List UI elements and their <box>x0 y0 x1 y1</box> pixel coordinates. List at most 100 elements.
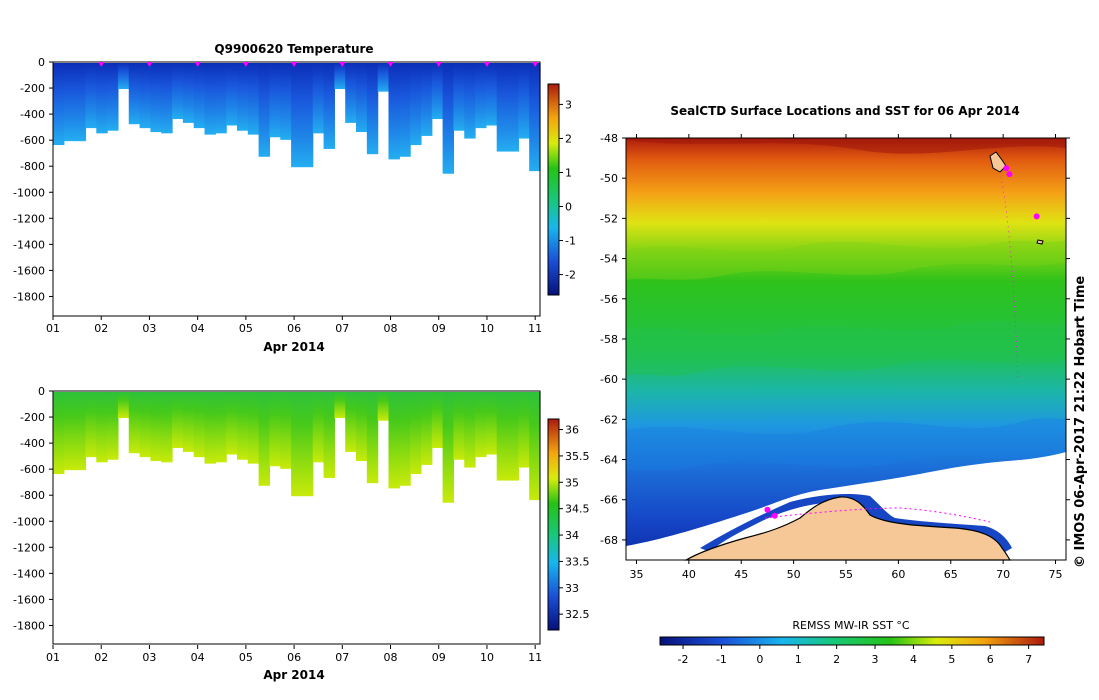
p2-profile-column <box>226 392 238 455</box>
p1-x-tick-label: 07 <box>335 322 349 335</box>
p1-cb-tick-label: 3 <box>565 98 572 111</box>
p1-profile-column <box>150 63 162 133</box>
heard-island <box>1036 239 1044 245</box>
p1-profile-column <box>356 63 368 133</box>
p1-x-tick-label: 11 <box>528 322 542 335</box>
p2-profile-column <box>96 392 108 463</box>
sealctd-location-point <box>764 506 771 513</box>
sealctd-location-point <box>1033 213 1040 220</box>
p2-profile-column <box>410 392 422 475</box>
p2-y-tick-label: -200 <box>20 411 45 424</box>
p1-x-tick-label: 03 <box>142 322 156 335</box>
sst-lon-tick-label: 40 <box>682 568 696 581</box>
salinity-x-ticks: 01 02 03 04 05 06 07 08 09 10 11 <box>46 645 542 664</box>
profile-day-marker <box>242 62 249 67</box>
p2-profile-column <box>247 392 260 464</box>
p1-profile-column <box>431 63 444 120</box>
p2-profile-column <box>269 392 281 467</box>
salinity-x-axis-label: Apr 2014 <box>263 668 324 682</box>
p2-y-tick-label: -400 <box>20 437 45 450</box>
p2-y-tick-label: -600 <box>20 463 45 476</box>
p1-profile-column <box>453 63 465 131</box>
sst-lon-tick-label: 35 <box>629 568 643 581</box>
sst-cb-tick-label: 6 <box>987 653 994 666</box>
p1-profile-column <box>53 63 65 146</box>
p1-profile-column <box>172 63 184 120</box>
p2-cb-tick-label: 32.5 <box>565 608 590 621</box>
p1-profile-column <box>280 63 292 140</box>
p2-cb-tick-label: 34.5 <box>565 503 590 516</box>
p1-cb-tick-label: -2 <box>565 269 576 282</box>
p2-profile-column <box>107 392 119 460</box>
p1-profile-column <box>139 63 151 129</box>
p2-profile-column <box>312 392 325 463</box>
p1-y-tick-label: -1200 <box>13 212 45 225</box>
salinity-panel: 0 -200 -400 -600 -800 -1000 -1200 -1400 -1600 -18… <box>13 385 589 682</box>
p2-profile-column <box>139 392 151 458</box>
p1-x-tick-label: 09 <box>432 322 446 335</box>
p1-profile-column <box>518 63 530 139</box>
p2-profile-column <box>464 392 476 468</box>
p2-x-tick-label: 09 <box>432 651 446 664</box>
p1-y-tick-label: -400 <box>20 108 45 121</box>
p1-profile-column <box>161 63 173 134</box>
sst-lat-tick-label: -68 <box>600 534 618 547</box>
p2-profile-column <box>366 392 379 484</box>
sealctd-location-point <box>1003 165 1010 172</box>
p1-profile-column <box>529 63 541 172</box>
sst-longitude-ticks: 35 40 45 50 55 60 65 70 75 <box>629 134 1063 581</box>
p2-profile-column <box>53 392 65 475</box>
sst-cb-tick-label: -2 <box>678 653 689 666</box>
temperature-panel: Q9900620 Temperature 0 -200 -400 -600 -800 -1… <box>13 42 576 354</box>
p2-profile-column <box>85 392 97 458</box>
p1-x-tick-label: 06 <box>287 322 301 335</box>
p1-profile-column <box>399 63 411 157</box>
sealctd-surface-locations <box>764 165 1040 519</box>
p2-x-tick-label: 08 <box>384 651 398 664</box>
temperature-profiles <box>53 63 541 174</box>
sst-lat-tick-label: -56 <box>600 293 618 306</box>
p2-profile-column <box>485 392 498 455</box>
p2-profile-column <box>507 392 519 481</box>
p2-x-tick-label: 02 <box>94 651 108 664</box>
p1-profile-column <box>291 63 303 168</box>
p2-cb-tick-label: 36 <box>565 424 579 437</box>
p1-profile-column <box>345 63 357 123</box>
p1-profile-column <box>85 63 97 129</box>
p2-profile-column <box>496 392 509 481</box>
sst-cb-tick-label: 1 <box>795 653 802 666</box>
p1-profile-column <box>377 63 390 92</box>
p1-x-tick-label: 02 <box>94 322 108 335</box>
p2-x-tick-label: 04 <box>191 651 205 664</box>
p1-y-tick-label: -1800 <box>13 290 45 303</box>
p1-x-tick-label: 05 <box>239 322 253 335</box>
salinity-profiles <box>53 392 541 503</box>
p2-x-tick-label: 01 <box>46 651 60 664</box>
p1-y-tick-label: -1400 <box>13 238 45 251</box>
p2-profile-column <box>518 392 530 468</box>
p2-cb-tick-label: 34 <box>565 529 579 542</box>
temperature-colorbar <box>547 83 560 296</box>
p2-profile-column <box>356 392 368 462</box>
p1-profile-column <box>269 63 281 138</box>
profile-day-marker <box>483 62 490 67</box>
copyright-footer: © IMOS 06-Apr-2017 21:22 Hobart Time <box>1073 276 1088 568</box>
p1-x-tick-label: 01 <box>46 322 60 335</box>
temperature-colorbar-ticks: 3 2 1 0 -1 -2 <box>559 98 576 282</box>
p1-x-tick-label: 04 <box>191 322 205 335</box>
sst-lat-tick-label: -62 <box>600 413 618 426</box>
sst-lon-tick-label: 70 <box>996 568 1010 581</box>
p1-profile-column <box>226 63 238 126</box>
sst-colorbar-ticks: -2 -1 0 1 2 3 4 5 6 7 <box>678 645 1032 666</box>
sst-lat-tick-label: -50 <box>600 172 618 185</box>
sst-map-panel: SealCTD Surface Locations and SST for 06… <box>600 104 1070 666</box>
p2-profile-column <box>128 392 141 454</box>
sealctd-track <box>764 171 1019 523</box>
sst-cb-tick-label: 4 <box>910 653 917 666</box>
sst-lat-tick-label: -58 <box>600 333 618 346</box>
p1-profile-column <box>301 63 314 168</box>
p1-y-tick-label: -600 <box>20 134 45 147</box>
sealctd-location-point <box>1006 171 1013 178</box>
p2-profile-column <box>291 392 303 497</box>
